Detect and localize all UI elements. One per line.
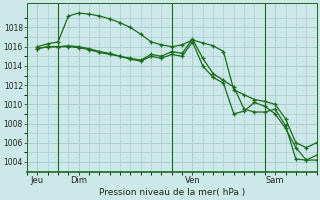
X-axis label: Pression niveau de la mer( hPa ): Pression niveau de la mer( hPa ) — [99, 188, 245, 197]
